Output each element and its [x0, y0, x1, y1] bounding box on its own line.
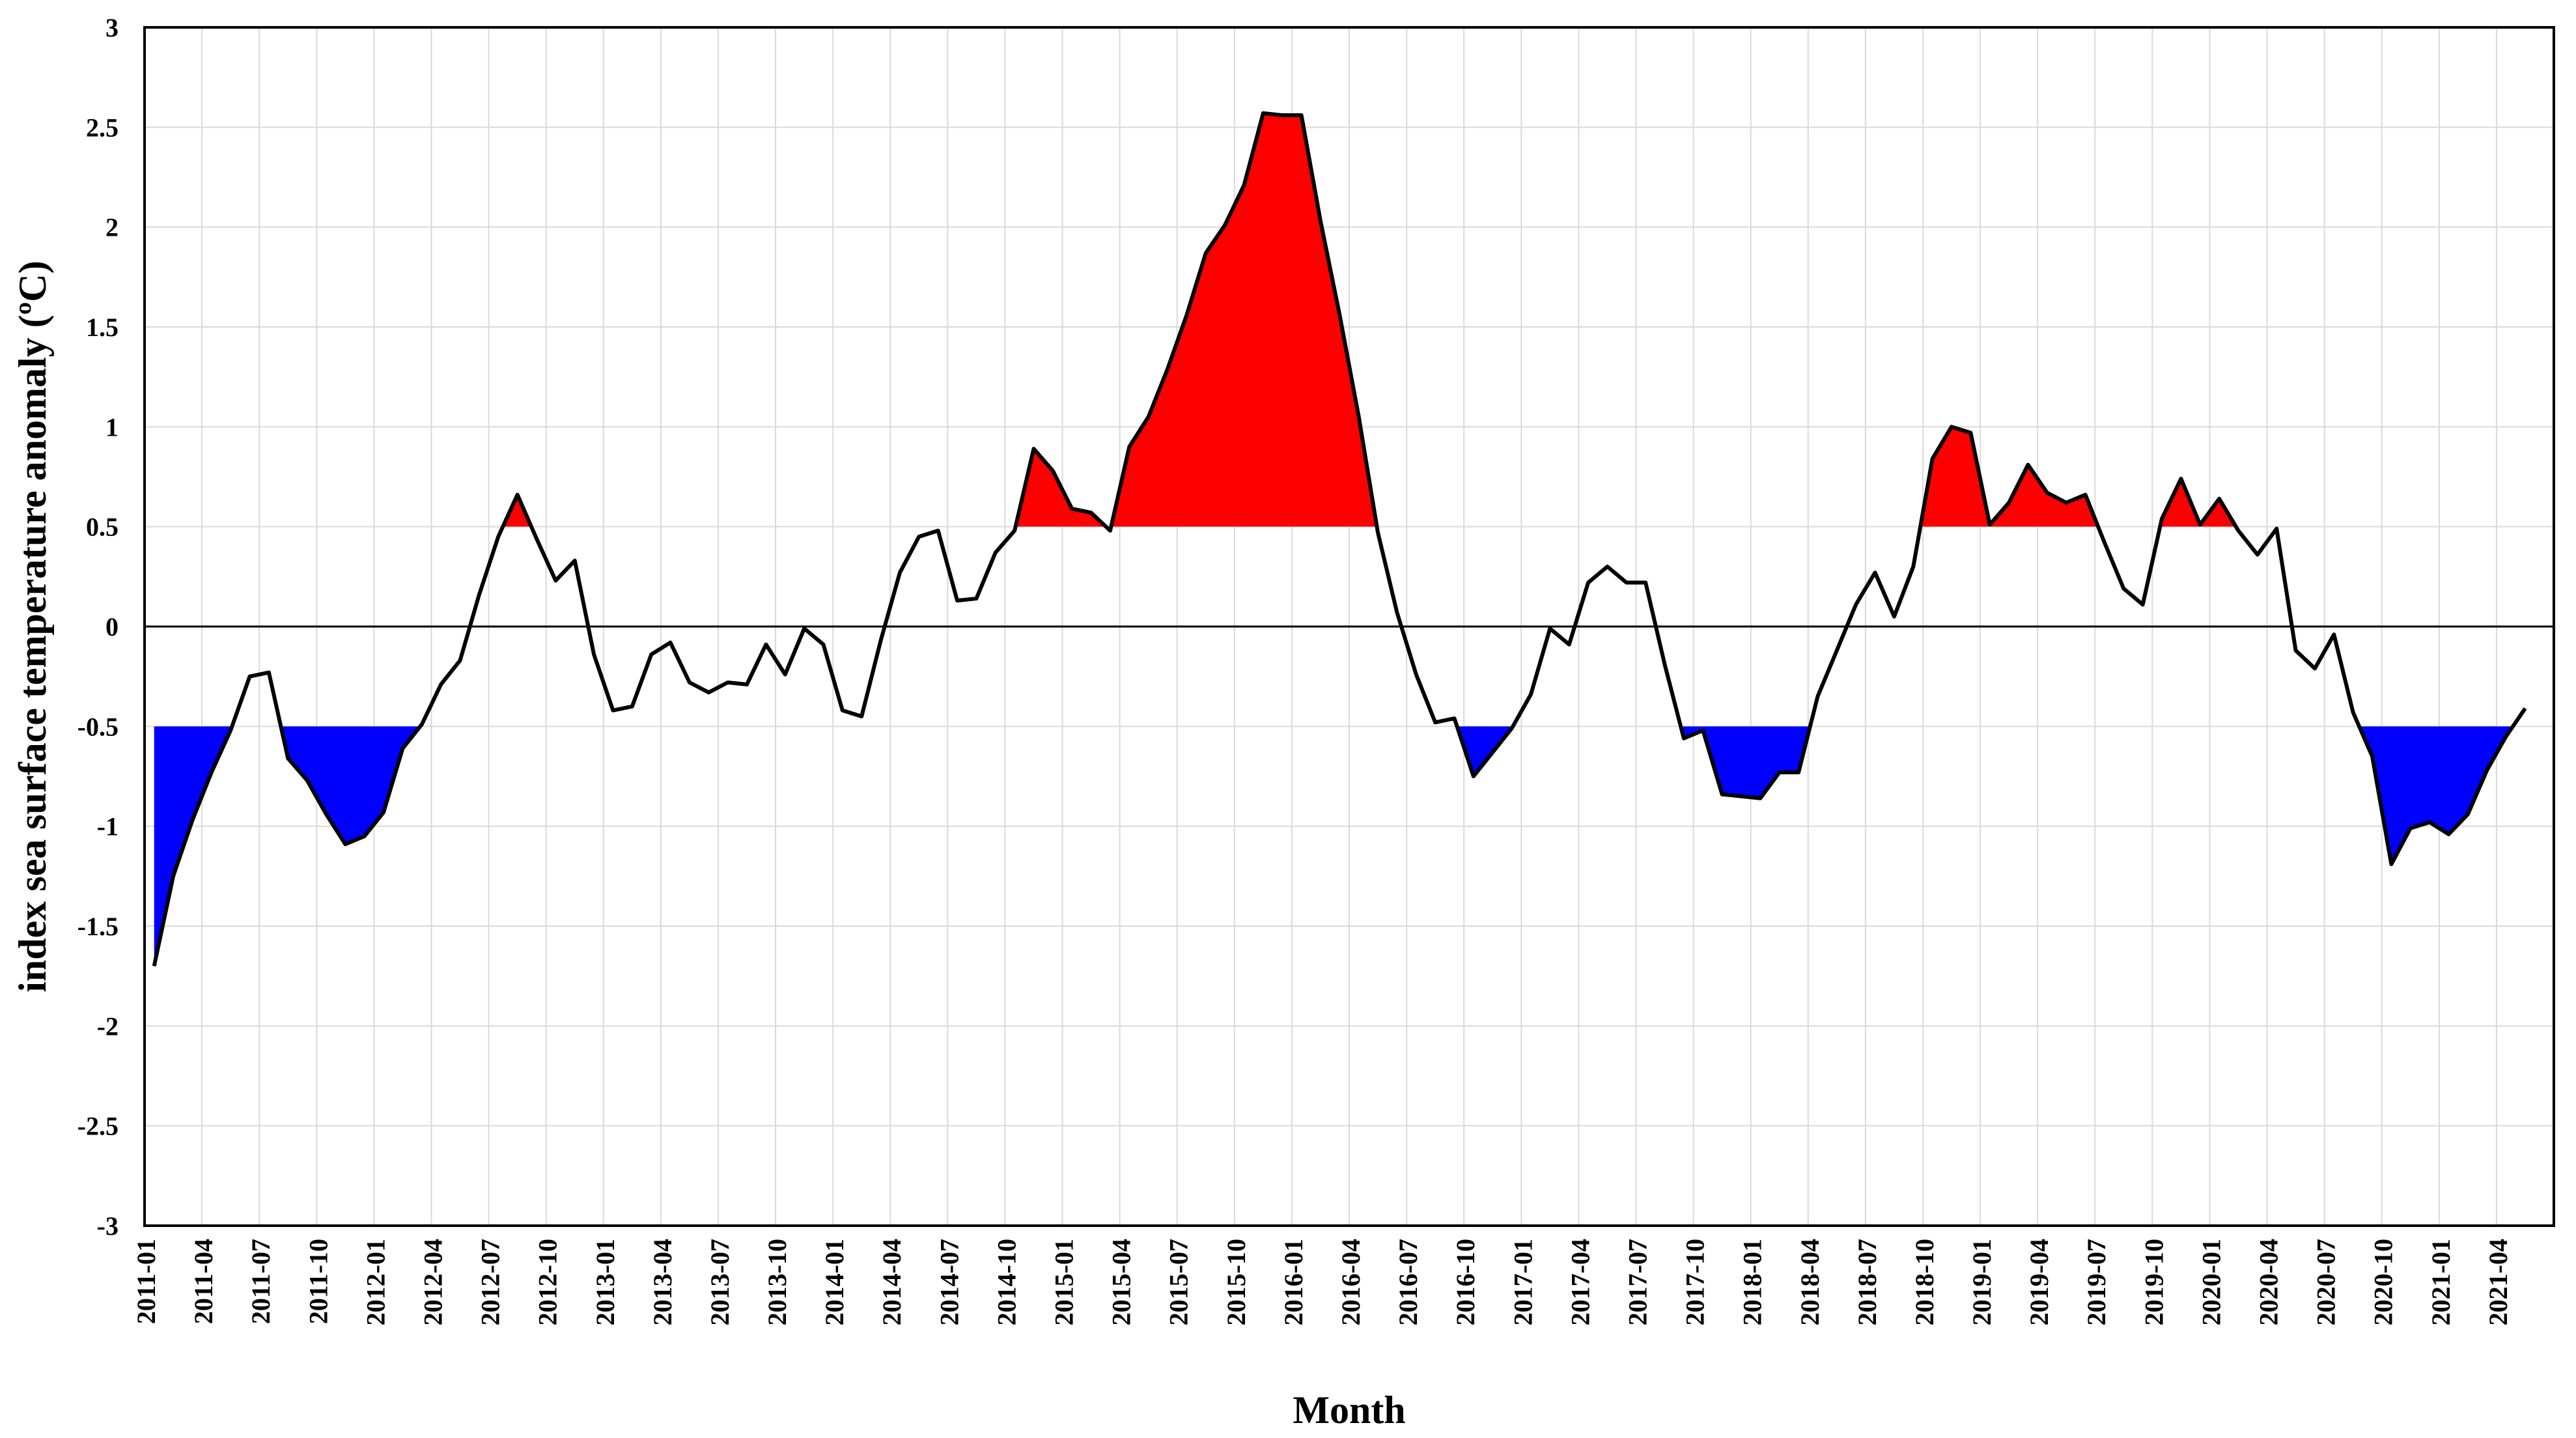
x-tick-label: 2016-04: [1336, 1239, 1365, 1325]
x-tick-label: 2012-01: [361, 1239, 390, 1325]
x-tick-label: 2013-04: [648, 1239, 677, 1325]
x-tick-label: 2018-07: [1853, 1239, 1882, 1325]
x-tick-label: 2015-04: [1107, 1239, 1136, 1325]
x-tick-label: 2019-04: [2024, 1239, 2054, 1325]
x-tick-label: 2016-10: [1451, 1239, 1480, 1325]
x-tick-label: 2013-10: [763, 1239, 792, 1325]
x-tick-label: 2011-04: [189, 1239, 218, 1324]
y-tick-label: -3: [97, 1211, 119, 1241]
x-tick-label: 2011-07: [246, 1239, 275, 1324]
y-tick-label: 2.5: [86, 113, 119, 142]
x-tick-label: 2015-07: [1164, 1239, 1194, 1325]
x-tick-label: 2014-07: [934, 1239, 964, 1325]
y-tick-label: 1: [105, 412, 119, 442]
x-tick-label: 2011-10: [303, 1239, 333, 1324]
x-tick-label: 2013-07: [705, 1239, 735, 1325]
anomaly-fills: [154, 113, 2513, 966]
x-tick-label: 2013-01: [591, 1239, 620, 1325]
anomaly-fill-region: [1681, 726, 1810, 798]
x-tick-label: 2017-10: [1681, 1239, 1710, 1325]
x-tick-label: 2011-01: [132, 1239, 161, 1324]
x-tick-label: 2012-04: [418, 1239, 447, 1325]
anomaly-fill-region: [281, 726, 421, 845]
x-axis-ticks: 2011-01 2011-04 2011-07 2011-10 2012-01 2012-…: [132, 1239, 2513, 1325]
x-tick-label: 2016-07: [1393, 1239, 1423, 1325]
x-tick-label: 2020-10: [2369, 1239, 2398, 1325]
x-tick-label: 2017-01: [1508, 1239, 1537, 1325]
x-tick-label: 2017-07: [1623, 1239, 1652, 1325]
x-tick-label: 2021-01: [2426, 1239, 2456, 1325]
x-tick-label: 2019-07: [2082, 1239, 2111, 1325]
plot-frame: [143, 26, 2555, 1227]
x-tick-label: 2012-10: [533, 1239, 563, 1325]
y-tick-label: 2: [105, 213, 119, 242]
x-tick-label: 2021-04: [2484, 1239, 2513, 1325]
anomaly-fill-region: [2359, 726, 2513, 864]
y-axis-ticks: 3 2.5 2 1.5 1 0.5 0 -0.5 -1 -1.5 -2 -2.5 -3: [77, 13, 119, 1241]
x-tick-label: 2020-07: [2312, 1239, 2341, 1325]
y-tick-label: 3: [105, 13, 119, 42]
anomaly-fill-region: [154, 726, 232, 966]
x-tick-label: 2019-01: [1967, 1239, 1996, 1325]
x-tick-label: 2018-01: [1738, 1239, 1767, 1325]
x-tick-label: 2012-07: [476, 1239, 505, 1325]
x-tick-label: 2018-04: [1795, 1239, 1825, 1325]
y-tick-label: 0.5: [86, 513, 119, 542]
x-tick-label: 2014-10: [992, 1239, 1021, 1325]
x-tick-label: 2014-04: [877, 1239, 906, 1325]
x-tick-label: 2020-01: [2196, 1239, 2226, 1325]
anomaly-fill-region: [1920, 427, 2099, 527]
y-tick-label: -1.5: [77, 912, 119, 941]
anomaly-fill-region: [2160, 479, 2236, 527]
x-axis-title: Month: [1293, 1389, 1405, 1431]
x-tick-label: 2014-01: [820, 1239, 849, 1325]
y-tick-label: -2.5: [77, 1112, 119, 1141]
y-tick-label: 0: [105, 612, 119, 641]
y-tick-label: -0.5: [77, 712, 119, 741]
y-tick-label: 1.5: [86, 313, 119, 342]
x-tick-label: 2019-10: [2139, 1239, 2168, 1325]
x-tick-label: 2018-10: [1910, 1239, 1939, 1325]
anomaly-fill-region: [503, 494, 531, 527]
y-tick-label: -2: [97, 1011, 119, 1041]
anomaly-fill-region: [1111, 113, 1377, 527]
x-tick-label: 2017-04: [1565, 1239, 1595, 1325]
x-tick-label: 2015-10: [1222, 1239, 1251, 1325]
y-axis-title: index sea surface temperature anomaly (º…: [11, 261, 54, 992]
series-line-anomaly: [152, 111, 2527, 966]
x-tick-label: 2016-01: [1279, 1239, 1308, 1325]
y-tick-label: -1: [97, 812, 119, 841]
x-tick-label: 2020-04: [2254, 1239, 2284, 1325]
x-tick-label: 2015-01: [1050, 1239, 1079, 1325]
